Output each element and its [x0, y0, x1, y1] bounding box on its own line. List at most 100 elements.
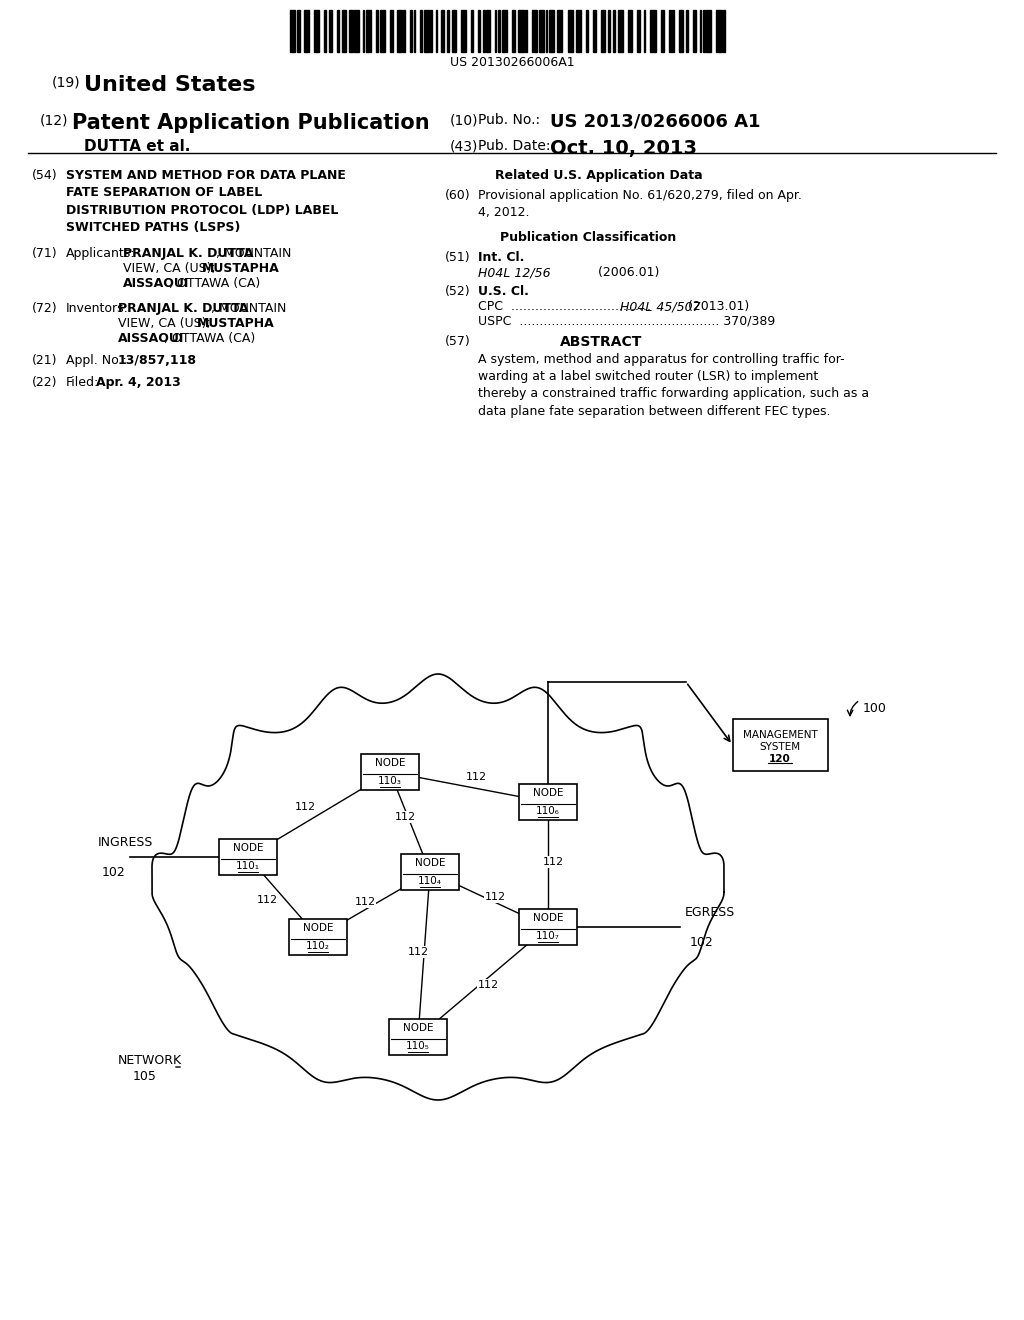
- Bar: [686, 11, 688, 51]
- Bar: [483, 11, 484, 51]
- Text: EGRESS: EGRESS: [685, 907, 735, 920]
- Text: 110₃: 110₃: [378, 776, 402, 785]
- Text: , OTTAWA (CA): , OTTAWA (CA): [169, 277, 260, 290]
- Bar: [396, 11, 401, 51]
- Bar: [613, 11, 615, 51]
- Bar: [693, 11, 696, 51]
- Bar: [575, 11, 581, 51]
- Bar: [679, 11, 683, 51]
- Text: US 20130266006A1: US 20130266006A1: [450, 55, 574, 69]
- Text: 110₄: 110₄: [418, 876, 442, 886]
- Bar: [297, 11, 300, 51]
- Text: 105: 105: [133, 1071, 157, 1084]
- Polygon shape: [152, 675, 724, 1100]
- Text: CPC  ...................................: CPC ...................................: [478, 300, 651, 313]
- Text: 112: 112: [354, 898, 376, 907]
- Text: 110₅: 110₅: [407, 1041, 430, 1051]
- Bar: [380, 11, 385, 51]
- Text: NODE: NODE: [303, 923, 333, 933]
- Text: (2006.01): (2006.01): [558, 267, 659, 279]
- Text: NODE: NODE: [375, 758, 406, 768]
- Text: (21): (21): [32, 354, 57, 367]
- Text: INGRESS: INGRESS: [98, 837, 154, 850]
- Text: NODE: NODE: [402, 1023, 433, 1034]
- Text: Publication Classification: Publication Classification: [500, 231, 676, 244]
- Bar: [669, 11, 671, 51]
- Bar: [644, 11, 645, 51]
- Text: 102: 102: [102, 866, 126, 879]
- Bar: [546, 11, 547, 51]
- Text: NODE: NODE: [532, 913, 563, 923]
- Bar: [618, 11, 624, 51]
- Text: US 2013/0266006 A1: US 2013/0266006 A1: [550, 114, 761, 131]
- Bar: [440, 11, 444, 51]
- Bar: [586, 11, 588, 51]
- Text: NODE: NODE: [232, 843, 263, 853]
- Text: PRANJAL K. DUTTA: PRANJAL K. DUTTA: [118, 302, 249, 315]
- Text: Int. Cl.: Int. Cl.: [478, 251, 524, 264]
- Text: United States: United States: [84, 75, 256, 95]
- Text: (71): (71): [32, 247, 57, 260]
- Bar: [650, 11, 655, 51]
- Text: U.S. Cl.: U.S. Cl.: [478, 285, 528, 298]
- FancyBboxPatch shape: [389, 1019, 447, 1055]
- Text: MUSTAPHA: MUSTAPHA: [197, 317, 274, 330]
- Text: A system, method and apparatus for controlling traffic for-
warding at a label s: A system, method and apparatus for contr…: [478, 352, 869, 417]
- Bar: [478, 11, 479, 51]
- Bar: [435, 11, 437, 51]
- Text: MUSTAPHA: MUSTAPHA: [202, 261, 280, 275]
- Text: Patent Application Publication: Patent Application Publication: [72, 114, 430, 133]
- Text: Filed:: Filed:: [66, 376, 99, 389]
- Bar: [390, 11, 393, 51]
- Text: (10): (10): [450, 114, 478, 127]
- Bar: [447, 11, 450, 51]
- Text: AISSAOUI: AISSAOUI: [118, 333, 184, 345]
- Bar: [290, 11, 295, 51]
- Text: 112: 112: [408, 946, 429, 957]
- Text: NODE: NODE: [532, 788, 563, 799]
- Bar: [699, 11, 701, 51]
- Bar: [525, 11, 527, 51]
- Text: H04L 12/56: H04L 12/56: [478, 267, 551, 279]
- Bar: [532, 11, 537, 51]
- Text: 112: 112: [543, 857, 563, 867]
- Bar: [637, 11, 640, 51]
- Bar: [593, 11, 596, 51]
- Bar: [601, 11, 605, 51]
- FancyBboxPatch shape: [732, 719, 827, 771]
- Text: (51): (51): [445, 251, 471, 264]
- Bar: [329, 11, 333, 51]
- Bar: [702, 11, 705, 51]
- Bar: [349, 11, 352, 51]
- Bar: [303, 11, 308, 51]
- Bar: [471, 11, 473, 51]
- Bar: [362, 11, 365, 51]
- Bar: [707, 11, 712, 51]
- Text: ABSTRACT: ABSTRACT: [560, 335, 642, 348]
- Text: VIEW, CA (US);: VIEW, CA (US);: [118, 317, 211, 330]
- Text: SYSTEM AND METHOD FOR DATA PLANE
FATE SEPARATION OF LABEL
DISTRIBUTION PROTOCOL : SYSTEM AND METHOD FOR DATA PLANE FATE SE…: [66, 169, 346, 235]
- Text: 110₇: 110₇: [536, 931, 560, 941]
- Text: VIEW, CA (US);: VIEW, CA (US);: [123, 261, 216, 275]
- Text: Pub. Date:: Pub. Date:: [478, 139, 551, 153]
- Text: 110₂: 110₂: [306, 941, 330, 950]
- Bar: [376, 11, 378, 51]
- Bar: [324, 11, 326, 51]
- Text: Applicants:: Applicants:: [66, 247, 135, 260]
- Bar: [367, 11, 372, 51]
- Text: Provisional application No. 61/620,279, filed on Apr.
4, 2012.: Provisional application No. 61/620,279, …: [478, 189, 802, 219]
- Text: 110₁: 110₁: [236, 861, 260, 871]
- Bar: [313, 11, 318, 51]
- Text: (52): (52): [445, 285, 471, 298]
- Bar: [453, 11, 456, 51]
- Bar: [403, 11, 406, 51]
- Text: 102: 102: [690, 936, 714, 949]
- Bar: [354, 11, 359, 51]
- Bar: [557, 11, 562, 51]
- Text: Appl. No.:: Appl. No.:: [66, 354, 127, 367]
- Text: 112: 112: [466, 772, 486, 781]
- Text: 112: 112: [484, 892, 506, 902]
- Text: (60): (60): [445, 189, 471, 202]
- Text: Pub. No.:: Pub. No.:: [478, 114, 540, 127]
- FancyBboxPatch shape: [289, 919, 347, 954]
